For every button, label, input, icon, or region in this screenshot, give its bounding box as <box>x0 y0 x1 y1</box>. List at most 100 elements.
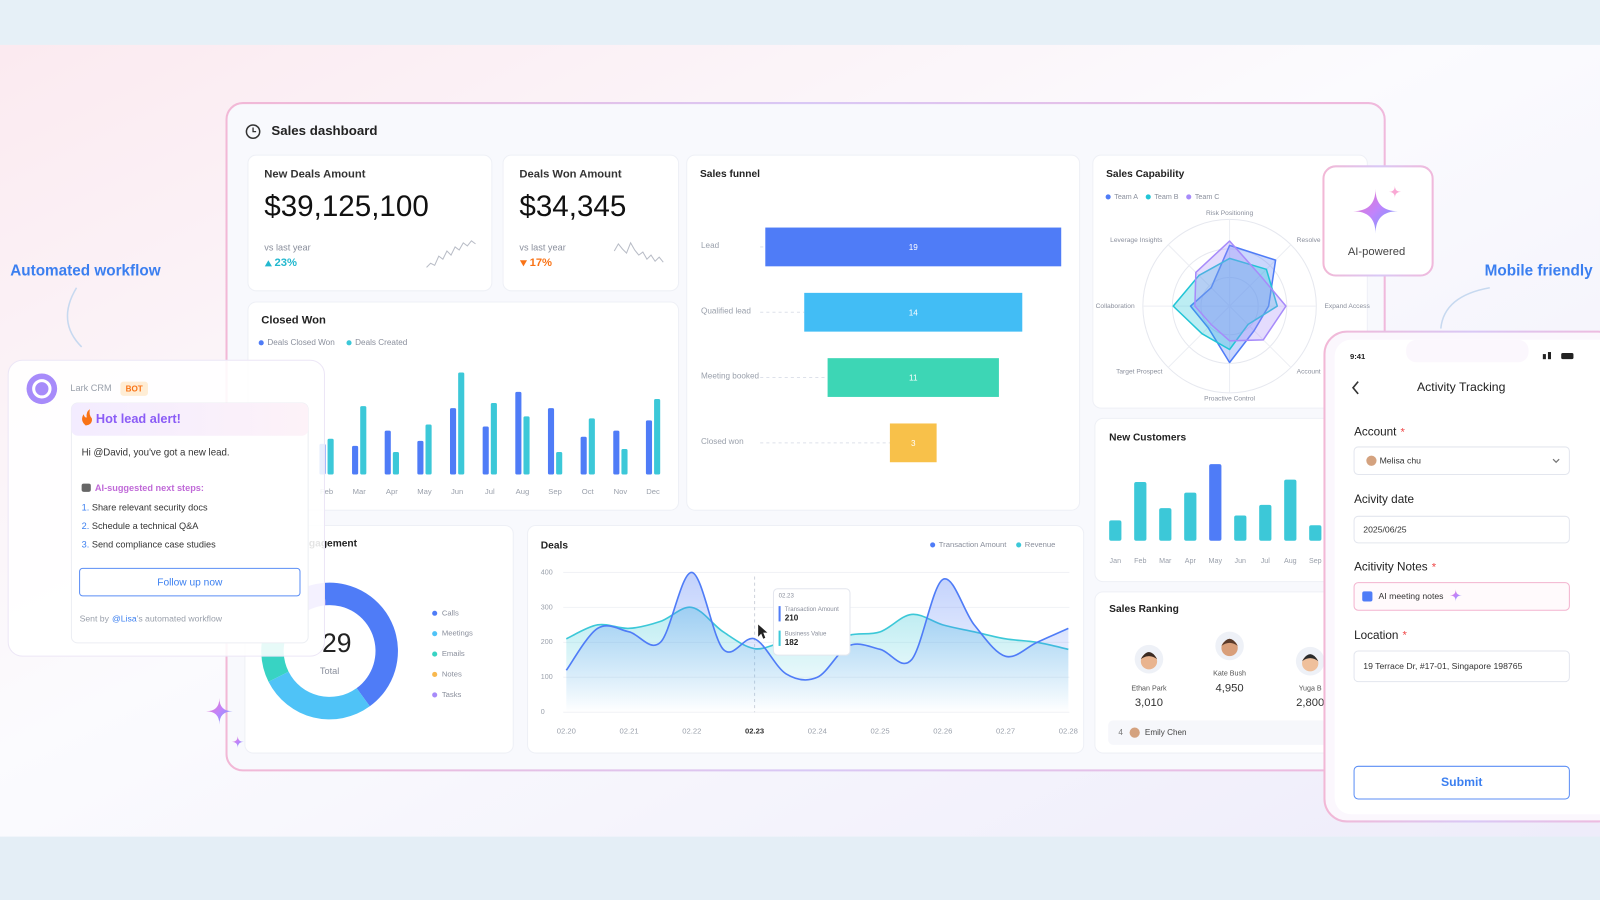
bot-message-header <box>71 403 309 436</box>
funnel-bar <box>827 358 999 397</box>
x-tick-label: Mar <box>353 487 367 496</box>
fire-icon <box>82 409 92 426</box>
sparkle-icon <box>231 735 244 748</box>
footer-mention: @Lisa <box>112 614 137 624</box>
x-tick-label: 02.28 <box>1059 727 1078 736</box>
legend-dot <box>930 542 936 548</box>
bar <box>458 372 465 475</box>
field-input[interactable] <box>1353 446 1570 475</box>
radar-area <box>1189 244 1277 364</box>
submit-button[interactable] <box>1353 765 1570 800</box>
bar <box>1259 504 1272 541</box>
bottom-band <box>0 836 1600 900</box>
bot-logo-ring <box>32 379 52 399</box>
dashboard-icon <box>252 127 257 133</box>
y-tick-label: 0 <box>541 708 545 716</box>
bar <box>645 420 653 475</box>
field-value[interactable]: Melisa chu <box>1380 456 1422 466</box>
x-tick-label: Apr <box>1185 557 1197 565</box>
tooltip-label: Business Value <box>785 630 827 637</box>
x-tick-label: May <box>417 487 432 496</box>
kpi-compare: vs last year <box>264 242 310 252</box>
x-tick-label: Sep <box>548 487 562 496</box>
chart-card <box>686 154 1081 511</box>
signal-icon <box>1542 354 1546 360</box>
tooltip-date: 02.23 <box>779 593 795 600</box>
kpi-title: Deals Won Amount <box>519 168 621 180</box>
field-input[interactable] <box>1353 515 1570 544</box>
chart-title: Closed Won <box>261 314 326 326</box>
legend-dot <box>1105 194 1111 200</box>
donut-total-label: Total <box>320 666 339 676</box>
legend-dot <box>432 671 438 678</box>
x-tick-label: Oct <box>582 487 595 496</box>
field-value[interactable]: 2025/06/25 <box>1363 524 1407 534</box>
radar-area <box>1172 257 1279 351</box>
submit-button-label[interactable]: Submit <box>1441 775 1482 789</box>
line-area <box>566 572 1069 713</box>
radar-axis-label: Account <box>1297 369 1321 376</box>
kpi-compare: vs last year <box>519 242 565 252</box>
funnel-value: 11 <box>909 374 918 383</box>
legend-label: Meetings <box>442 629 473 638</box>
funnel-bar <box>889 423 937 463</box>
legend-label: Team C <box>1195 193 1220 201</box>
bot-logo <box>26 373 58 405</box>
kpi-sparkline <box>613 241 664 263</box>
x-tick-label: 02.22 <box>682 727 701 736</box>
kpi-trend-arrow <box>264 260 272 267</box>
legend-label: Deals Created <box>355 338 408 347</box>
bar <box>1284 479 1297 541</box>
bar <box>1109 520 1122 541</box>
follow-up-button[interactable] <box>79 567 301 597</box>
signal-icon <box>1547 352 1552 360</box>
callout-label: Automated workflow <box>10 262 161 279</box>
bar <box>556 452 563 475</box>
ai-badge-label: AI-powered <box>1348 246 1405 258</box>
field-input[interactable] <box>1353 582 1570 611</box>
field-value[interactable]: 19 Terrace Dr, #17-01, Singapore 198765 <box>1363 661 1522 671</box>
callout-label: Mobile friendly <box>1485 262 1593 279</box>
field-label: Acitivity Notes <box>1354 560 1428 573</box>
step-text: Schedule a technical Q&A <box>92 521 199 531</box>
x-tick-label: Feb <box>1134 557 1146 565</box>
radar-axis-label: Resolve C <box>1297 237 1328 244</box>
y-tick-label: 100 <box>541 673 553 681</box>
avatar-hair <box>1302 654 1319 662</box>
chart-title: Engagement <box>296 539 358 550</box>
radar-axis-label: Leverage Insights <box>1110 237 1163 244</box>
funnel-bar <box>765 227 1062 267</box>
callout-connector <box>66 287 83 348</box>
back-chevron[interactable] <box>1351 381 1359 395</box>
legend-label: Deals Closed Won <box>267 338 334 347</box>
avatar-face <box>1302 655 1319 672</box>
radar-axis-label: Collaboration <box>1096 303 1135 310</box>
x-tick-label: 02.21 <box>620 727 639 736</box>
bar <box>1309 525 1322 541</box>
bar <box>360 406 367 475</box>
x-tick-label: 02.20 <box>557 727 576 736</box>
bot-greeting: Hi @David, you've got a new lead. <box>82 448 230 459</box>
x-tick-label: Nov <box>614 487 628 496</box>
callout-connector <box>1440 286 1490 329</box>
field-value[interactable]: AI meeting notes <box>1379 591 1445 601</box>
step-number: 2. <box>82 521 90 531</box>
avatar <box>1129 727 1140 738</box>
field-label: Location <box>1354 629 1398 642</box>
radar-axis <box>1167 305 1230 368</box>
legend-dot <box>1016 542 1022 548</box>
robot-icon <box>81 483 91 492</box>
bot-badge-label: BOT <box>126 384 143 393</box>
step-text: Send compliance case studies <box>92 539 216 549</box>
tooltip-value: 210 <box>785 614 799 623</box>
x-tick-label: Jun <box>451 487 463 496</box>
follow-up-button-label[interactable]: Follow up now <box>157 577 223 588</box>
field-input[interactable] <box>1353 650 1570 683</box>
legend-dot <box>1145 194 1151 200</box>
line-series <box>565 571 1069 681</box>
funnel-stage-label: Lead <box>701 241 720 250</box>
bar <box>1184 492 1197 541</box>
chart-title: Deals <box>541 541 569 552</box>
